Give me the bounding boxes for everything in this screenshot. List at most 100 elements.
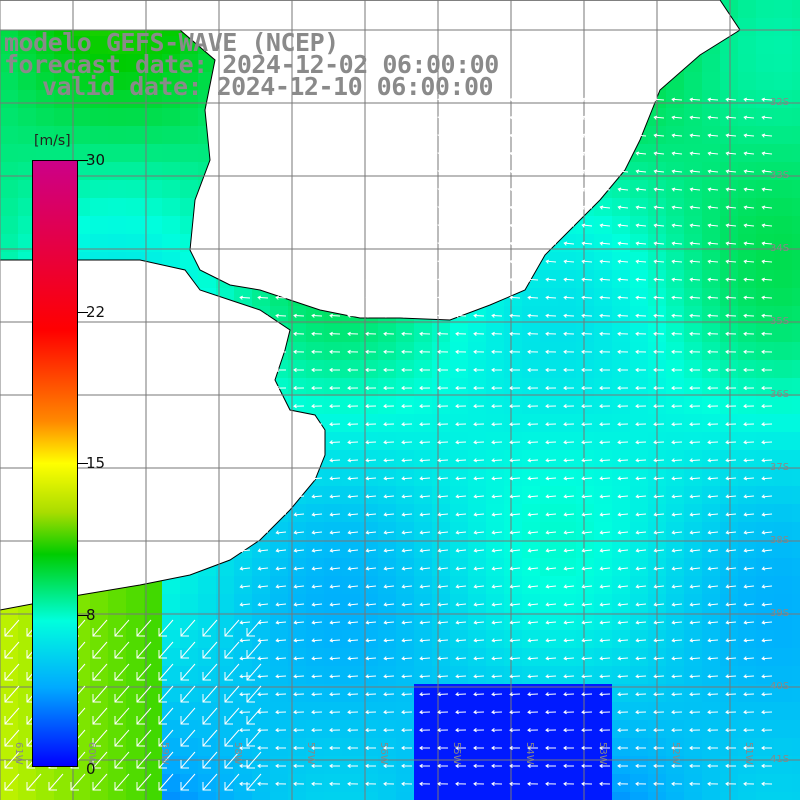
wind-arrow [293, 710, 305, 715]
wind-cell [108, 648, 126, 666]
wind-cell [162, 648, 180, 666]
wind-arrow [509, 512, 521, 517]
wind-arrow [365, 385, 377, 391]
wind-cell [432, 702, 450, 720]
wind-arrow [527, 169, 539, 174]
wind-cell [774, 558, 792, 576]
wind-arrow [401, 404, 413, 409]
wind-arrow [293, 781, 305, 786]
wind-arrow [509, 638, 521, 643]
wind-cell [432, 756, 450, 774]
wind-arrow [617, 745, 629, 751]
wind-cell [216, 792, 234, 800]
wind-cell [792, 306, 800, 324]
wind-arrow [383, 745, 395, 751]
wind-arrow [293, 620, 305, 625]
wind-cell [432, 612, 450, 630]
wind-arrow [635, 602, 647, 607]
wind-cell [738, 486, 756, 504]
wind-arrow [743, 187, 755, 192]
wind-arrow [581, 367, 593, 373]
wind-arrow [707, 512, 719, 517]
wind-cell [306, 684, 324, 702]
wind-cell [270, 774, 288, 792]
wind-arrow [635, 367, 647, 373]
wind-cell [432, 576, 450, 594]
wind-arrow [455, 205, 467, 210]
wind-arrow [671, 187, 683, 192]
wind-cell [522, 702, 540, 720]
wind-cell [738, 414, 756, 432]
wind-cell [594, 432, 612, 450]
wind-arrow [761, 476, 773, 481]
wind-arrow [725, 169, 737, 174]
wind-arrow [527, 367, 539, 373]
wind-arrow [437, 205, 449, 210]
wind-cell [756, 702, 774, 720]
wind-arrow [581, 727, 593, 733]
wind-arrow [635, 656, 647, 661]
wind-cell [108, 738, 126, 756]
wind-arrow [671, 259, 683, 264]
wind-arrow [136, 641, 152, 659]
wind-arrow [114, 641, 130, 659]
wind-cell [666, 486, 684, 504]
wind-cell [162, 126, 180, 144]
wind-cell [468, 342, 486, 360]
wind-arrow [653, 638, 665, 643]
wind-arrow [136, 729, 152, 747]
colorbar-tick-line [78, 312, 88, 313]
wind-cell [162, 36, 180, 54]
wind-arrow [473, 331, 485, 336]
wind-arrow [257, 277, 269, 282]
wind-arrow [725, 295, 737, 300]
wind-arrow [257, 530, 269, 535]
wind-arrow [239, 295, 251, 300]
wind-cell [504, 540, 522, 558]
wind-cell [666, 666, 684, 684]
wind-arrow [293, 277, 305, 282]
wind-cell [486, 432, 504, 450]
wind-arrow [617, 494, 629, 499]
wind-arrow [599, 781, 611, 786]
wind-arrow [635, 385, 647, 391]
wind-cell [144, 162, 162, 180]
colorbar [32, 160, 78, 767]
wind-cell [504, 522, 522, 540]
wind-cell [558, 738, 576, 756]
wind-cell [576, 522, 594, 540]
wind-arrow [419, 548, 431, 553]
wind-cell [414, 504, 432, 522]
wind-cell [450, 612, 468, 630]
wind-cell [666, 594, 684, 612]
wind-cell [468, 738, 486, 756]
wind-arrow [527, 620, 539, 625]
wind-cell [720, 666, 738, 684]
wind-arrow [545, 169, 557, 174]
wind-cell [792, 162, 800, 180]
wind-cell [432, 378, 450, 396]
wind-arrow [761, 133, 773, 138]
wind-cell [540, 612, 558, 630]
wind-arrow [437, 494, 449, 499]
wind-cell [486, 792, 504, 800]
wind-cell [432, 666, 450, 684]
wind-cell [414, 720, 432, 738]
wind-arrow [275, 710, 287, 715]
wind-cell [792, 288, 800, 306]
wind-cell [270, 576, 288, 594]
wind-arrow [329, 367, 341, 373]
wind-cell [324, 630, 342, 648]
wind-cell [414, 396, 432, 414]
wind-arrow [635, 241, 647, 246]
wind-arrow [293, 133, 305, 138]
wind-cell [450, 396, 468, 414]
wind-arrow [581, 313, 593, 318]
wind-cell [666, 630, 684, 648]
wind-arrow [581, 476, 593, 481]
wind-cell [594, 360, 612, 378]
wind-cell [576, 432, 594, 450]
wind-cell [360, 630, 378, 648]
wind-cell [792, 738, 800, 756]
wind-arrow [761, 674, 773, 679]
